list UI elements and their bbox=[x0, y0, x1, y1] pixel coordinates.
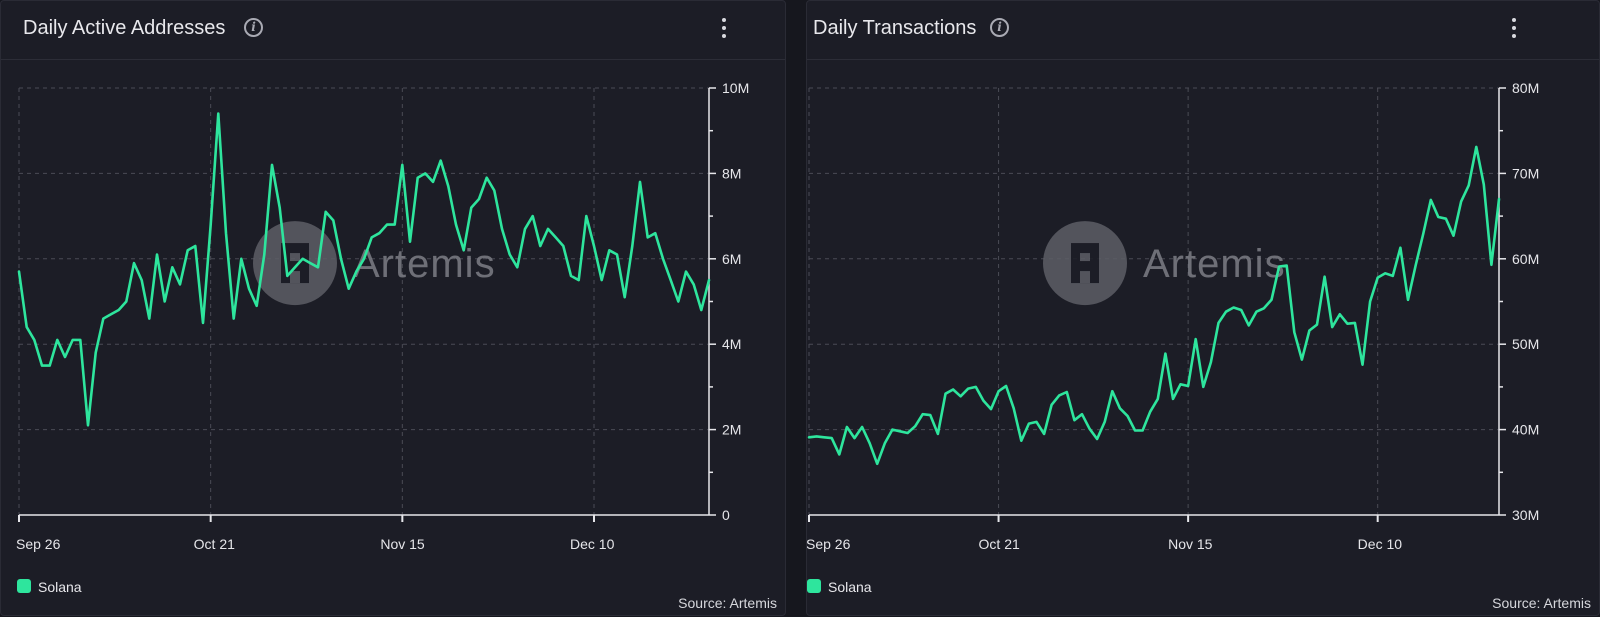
x-tick-label: Nov 15 bbox=[1168, 536, 1213, 552]
chart-panel-daily-active-addresses: Daily Active Addresses i 0 2M 4M 6M 8M 10M Sep… bbox=[0, 0, 786, 616]
artemis-logo-glyph-hole bbox=[1080, 253, 1090, 262]
y-tick-label: 60M bbox=[1512, 251, 1539, 267]
chart-panel-daily-transactions: Daily Transactions i 30M 40M 50M 60M 70M 80M S… bbox=[806, 0, 1600, 616]
source-note: Source: Artemis bbox=[1492, 595, 1591, 611]
line-chart-daily-active-addresses: 0 2M 4M 6M 8M 10M Sep 26 Oct 21 Nov 15 Dec 10 Arte… bbox=[16, 80, 749, 552]
y-tick-label: 40M bbox=[1512, 422, 1539, 438]
watermark-text: Artemis bbox=[1143, 242, 1286, 286]
y-tick-label: 30M bbox=[1512, 507, 1539, 523]
line-chart-daily-transactions: 30M 40M 50M 60M 70M 80M Sep 26 Oct 21 Nov 15 Dec … bbox=[807, 80, 1539, 552]
info-icon[interactable]: i bbox=[244, 18, 263, 37]
y-tick-label: 4M bbox=[722, 336, 741, 352]
x-tick-label: Dec 10 bbox=[570, 536, 615, 552]
x-tick-label: Oct 21 bbox=[194, 536, 235, 552]
legend-label: Solana bbox=[828, 579, 872, 595]
kebab-menu-icon[interactable] bbox=[1508, 17, 1520, 41]
y-tick-label: 50M bbox=[1512, 336, 1539, 352]
legend-label: Solana bbox=[38, 579, 82, 595]
artemis-logo-glyph-hole bbox=[290, 253, 300, 262]
y-tick-label: 8M bbox=[722, 165, 741, 181]
x-tick-label: Nov 15 bbox=[380, 536, 425, 552]
artemis-watermark: Artemis bbox=[253, 221, 496, 306]
y-tick-label: 80M bbox=[1512, 80, 1539, 96]
x-tick-label: Sep 26 bbox=[16, 536, 61, 552]
y-tick-label: 10M bbox=[722, 80, 749, 96]
y-tick-label: 6M bbox=[722, 251, 741, 267]
x-tick-label: Oct 21 bbox=[979, 536, 1020, 552]
x-tick-label: Dec 10 bbox=[1358, 536, 1403, 552]
panel-header: Daily Active Addresses i bbox=[1, 1, 785, 60]
legend-swatch bbox=[17, 579, 31, 593]
panel-title: Daily Transactions bbox=[813, 17, 977, 39]
artemis-logo-glyph-gap bbox=[290, 271, 300, 284]
y-tick-label: 2M bbox=[722, 422, 741, 438]
panel-title: Daily Active Addresses bbox=[23, 17, 226, 39]
watermark-text: Artemis bbox=[353, 242, 496, 286]
info-icon[interactable]: i bbox=[990, 18, 1009, 37]
legend-swatch bbox=[807, 579, 821, 593]
y-tick-label: 0 bbox=[722, 507, 730, 523]
series-line-solana bbox=[807, 145, 1501, 466]
x-tick-label: Sep 26 bbox=[807, 536, 851, 552]
series-line-solana bbox=[17, 112, 711, 427]
kebab-menu-icon[interactable] bbox=[718, 17, 730, 41]
y-tick-label: 70M bbox=[1512, 165, 1539, 181]
source-note: Source: Artemis bbox=[678, 595, 777, 611]
artemis-watermark: Artemis bbox=[1043, 221, 1286, 306]
artemis-logo-glyph-gap bbox=[1080, 271, 1090, 284]
panel-header: Daily Transactions i bbox=[807, 1, 1599, 60]
